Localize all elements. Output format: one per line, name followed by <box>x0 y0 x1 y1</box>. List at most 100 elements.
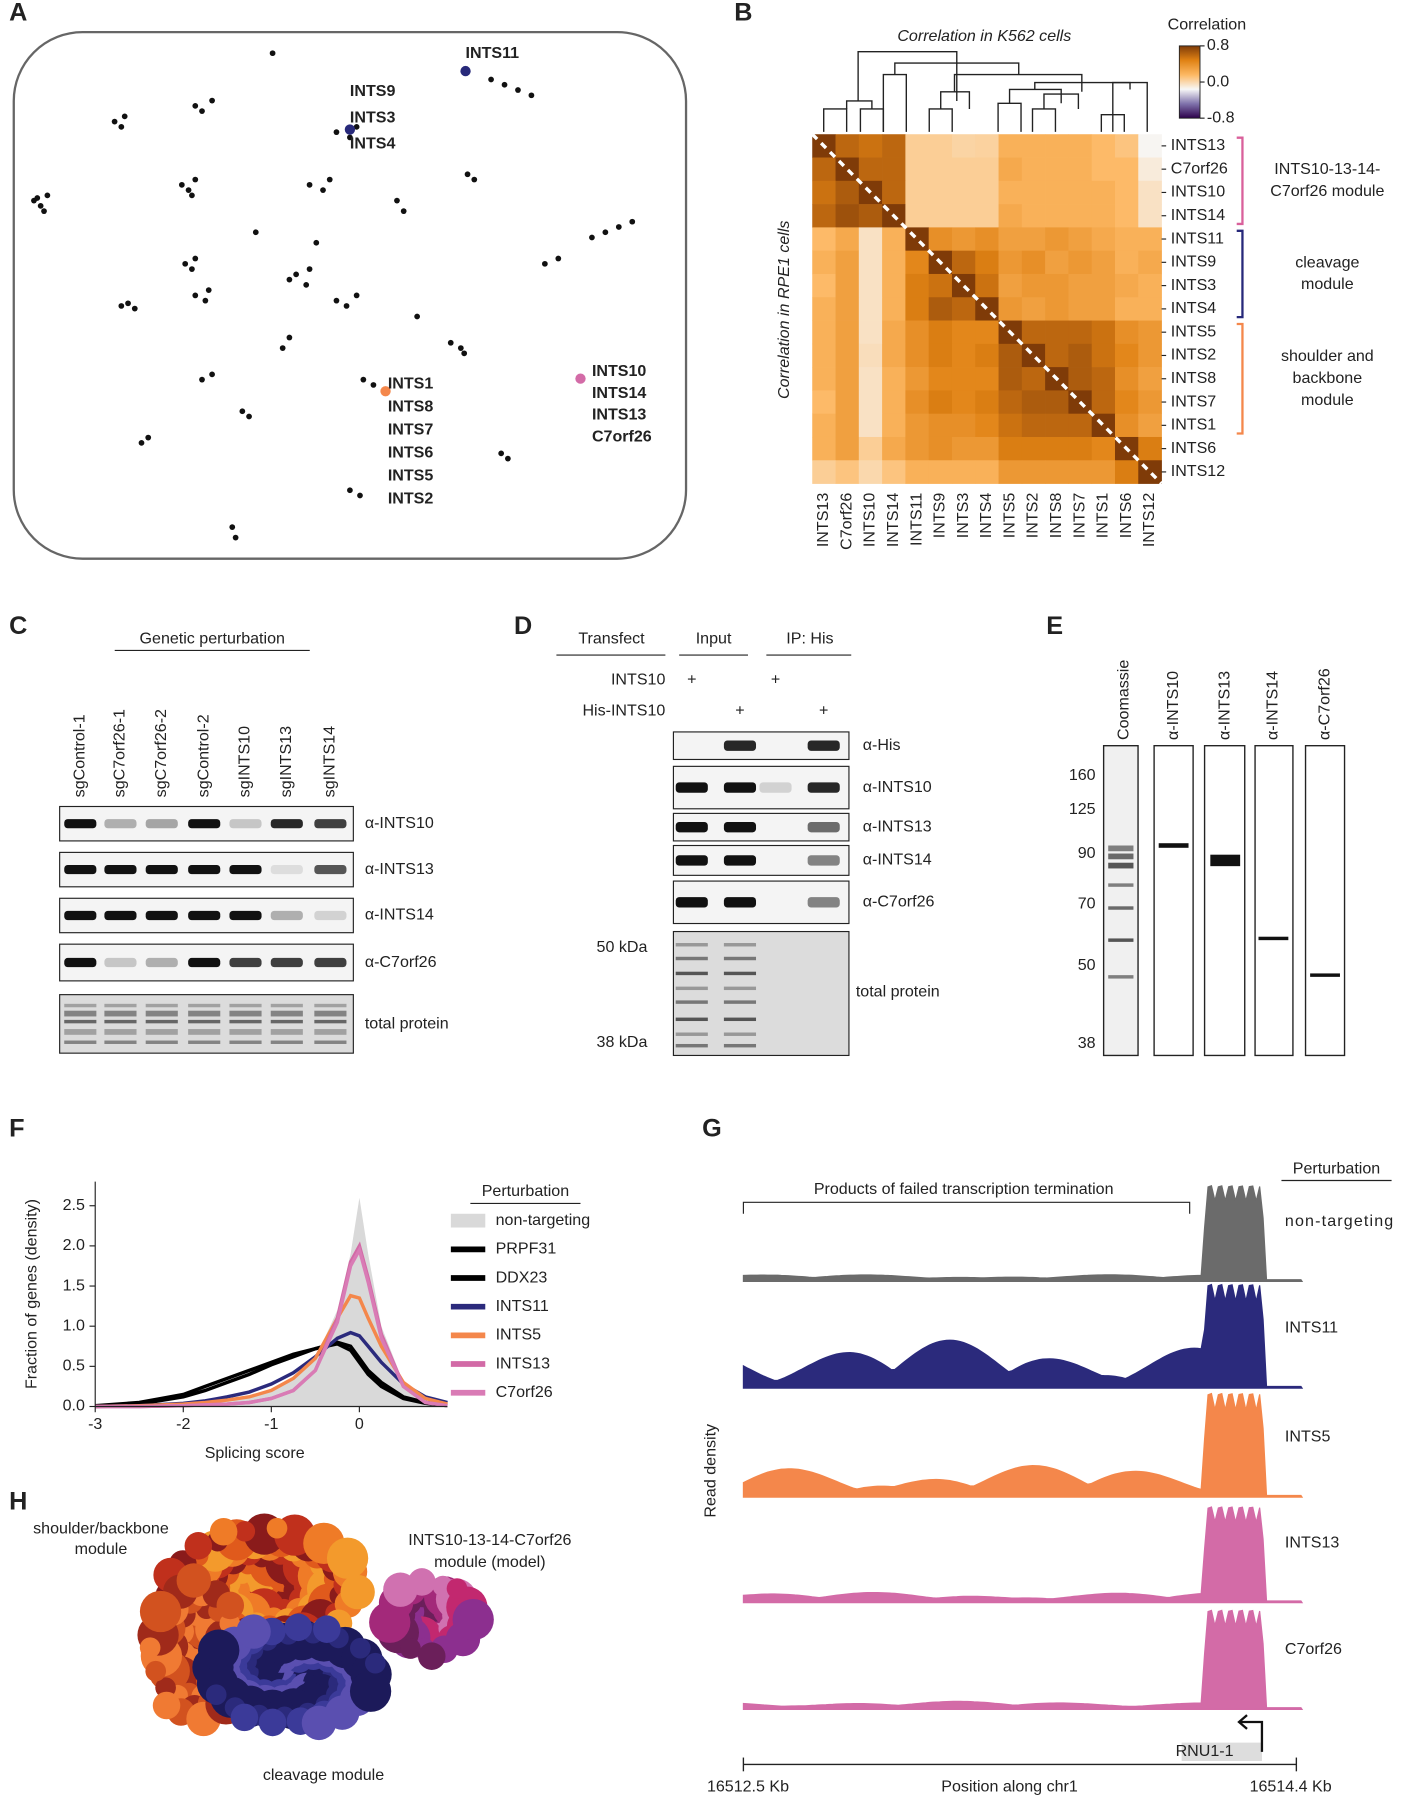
band <box>1108 906 1134 910</box>
heatmap-cell <box>1045 320 1069 345</box>
heatmap-cell <box>998 180 1023 205</box>
heatmap-cell <box>1091 343 1116 368</box>
legend-label: INTS5 <box>496 1326 542 1344</box>
heatmap-cell <box>1068 343 1093 368</box>
band <box>188 1010 221 1017</box>
gene-label: INTS14 <box>592 384 646 402</box>
y-tick-label: 0.5 <box>63 1357 85 1375</box>
condition-label: INTS10 <box>611 671 665 689</box>
heatmap-cell <box>812 227 836 252</box>
row-label: INTS2 <box>1171 346 1217 364</box>
band <box>807 782 840 793</box>
x-tick-label: 16514.4 Kb <box>1250 1778 1332 1796</box>
col-label: INTS5 <box>1000 493 1018 539</box>
structure-blob <box>417 1642 446 1670</box>
scatter-point <box>252 229 259 236</box>
scatter-point <box>320 187 326 193</box>
module-label: module <box>1301 391 1354 409</box>
scatter-point <box>229 524 236 530</box>
band <box>723 1032 757 1036</box>
row-label: INTS3 <box>1171 276 1217 294</box>
heatmap-cell <box>1021 297 1046 321</box>
band <box>314 1010 347 1017</box>
read-density-track <box>742 1283 1304 1389</box>
heatmap-cell <box>1021 367 1046 391</box>
colorbar-title: Correlation <box>1168 15 1246 33</box>
heatmap-cell <box>882 413 906 438</box>
band <box>270 957 303 968</box>
lane-label: α-C7orf26 <box>1315 668 1333 740</box>
heatmap-cell <box>1021 250 1046 275</box>
scatter-point <box>293 271 299 278</box>
heatmap-cell <box>928 436 953 461</box>
band <box>188 819 221 829</box>
lane-label: sgControl-2 <box>194 714 212 797</box>
heatmap-cell <box>1138 436 1162 461</box>
heatmap-cell <box>882 460 906 484</box>
band <box>104 865 137 875</box>
heatmap-cell <box>928 227 953 252</box>
col-label: INTS11 <box>907 493 925 546</box>
band <box>145 1040 178 1044</box>
band <box>270 865 303 875</box>
structure-blob <box>216 1591 245 1620</box>
lane-label: sgINTS10 <box>236 726 254 797</box>
scatter-point <box>501 81 508 88</box>
heatmap-cell <box>1045 460 1069 484</box>
legend-label: INTS13 <box>496 1354 550 1372</box>
heatmap-cell <box>975 180 999 205</box>
heatmap-cell <box>882 436 906 461</box>
band <box>675 1043 708 1048</box>
heatmap-cell <box>928 134 953 158</box>
band <box>145 957 178 968</box>
scatter-point <box>629 218 636 225</box>
heatmap-cell <box>998 460 1023 484</box>
scatter-point <box>370 382 377 388</box>
structure-blob <box>266 1517 288 1539</box>
scatter-point <box>303 282 310 288</box>
module-label: INTS10-13-14- <box>1274 160 1380 178</box>
scatter-point <box>471 176 478 183</box>
heatmap-y-label: Correlation in RPE1 cells <box>775 221 793 399</box>
column-header: Transfect <box>578 629 645 647</box>
heatmap-cell <box>1138 250 1162 275</box>
gene-label: INTS1 <box>388 375 434 393</box>
heatmap-cell <box>835 297 860 321</box>
gene-label: INTS2 <box>388 489 434 507</box>
heatmap-cell <box>1021 413 1046 438</box>
heatmap-cell <box>1091 413 1116 438</box>
panel-a-frame <box>12 30 688 560</box>
band <box>1108 883 1134 887</box>
band <box>675 956 708 961</box>
heatmap-cell <box>858 460 883 484</box>
band <box>723 1043 757 1048</box>
x-axis-label: Splicing score <box>205 1444 305 1462</box>
panel-letter: C <box>9 612 27 640</box>
heatmap-cell <box>998 390 1023 415</box>
heatmap-cell <box>1068 157 1093 182</box>
band <box>1310 973 1340 977</box>
heatmap-cell <box>1068 367 1093 391</box>
col-label: INTS8 <box>1047 493 1065 539</box>
scatter-point <box>111 118 118 125</box>
band <box>1108 938 1134 942</box>
row-label: INTS11 <box>1171 229 1224 247</box>
panel-letter: B <box>734 0 752 26</box>
blot-label: α-INTS13 <box>365 860 434 878</box>
heatmap-cell <box>1114 367 1139 391</box>
heatmap-cell <box>1091 157 1116 182</box>
heatmap-cell <box>882 227 906 252</box>
heatmap-cell <box>905 227 930 252</box>
band <box>145 865 178 875</box>
heatmap-cell <box>1114 413 1139 438</box>
band <box>64 957 97 968</box>
heatmap-cell <box>951 180 976 205</box>
heatmap-cell <box>951 134 976 158</box>
blot-label: α-INTS10 <box>365 814 434 832</box>
heatmap-cell <box>1138 227 1162 252</box>
band <box>723 782 757 793</box>
heatmap-cell <box>1068 297 1093 321</box>
band <box>675 821 708 833</box>
read-density-track <box>742 1506 1304 1604</box>
heatmap-cell <box>998 367 1023 391</box>
